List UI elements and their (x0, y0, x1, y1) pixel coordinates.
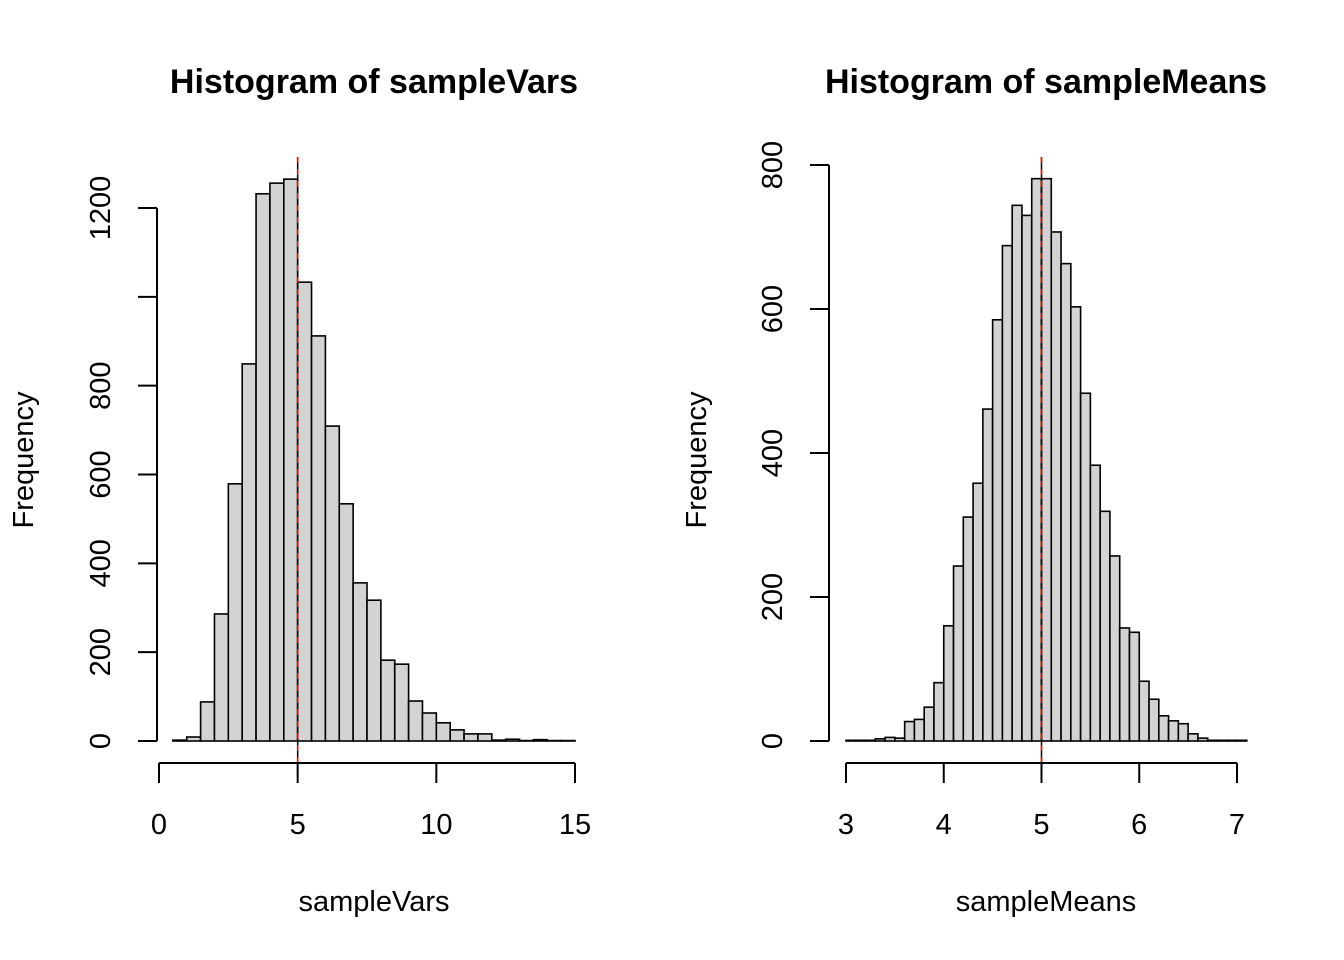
y-tick-label: 400 (85, 539, 117, 587)
y-tick-label: 0 (85, 733, 117, 749)
histogram-bar (324, 425, 341, 742)
histogram-bar (1128, 631, 1141, 742)
histogram-bar (982, 408, 994, 742)
y-axis-label: Frequency (681, 391, 713, 529)
histogram-bar (884, 736, 896, 742)
histogram-bar (407, 700, 424, 742)
y-tick-label: 0 (757, 733, 789, 749)
y-tick-label: 200 (85, 628, 117, 676)
histogram-bar (942, 624, 955, 742)
histogram-bar (393, 663, 410, 742)
histogram-bar (421, 712, 438, 742)
histogram-bar (991, 318, 1004, 742)
x-tick-label: 4 (936, 809, 952, 841)
histogram-bar (1148, 698, 1160, 742)
histogram-bar (1206, 739, 1219, 742)
x-axis-label: sampleMeans (956, 886, 1137, 918)
histogram-bar (199, 701, 216, 742)
histogram-bar (972, 482, 984, 742)
y-tick-label: 600 (85, 450, 117, 498)
histogram-bar (1158, 714, 1170, 742)
y-tick-label: 800 (757, 141, 789, 189)
histogram-bar (1050, 231, 1062, 742)
x-tick-label: 10 (420, 809, 452, 841)
histogram-bar (1089, 464, 1101, 742)
histogram-bar (477, 733, 493, 742)
histogram-bar (1040, 177, 1053, 742)
y-tick-label: 400 (757, 429, 789, 477)
histogram-bar (952, 565, 965, 742)
histogram-bar (338, 503, 354, 742)
histogram-bar (185, 736, 202, 742)
y-tick-label: 600 (757, 285, 789, 333)
x-tick-label: 15 (559, 809, 591, 841)
histogram-bar (490, 739, 507, 742)
histogram-bar (380, 659, 396, 742)
x-tick-label: 5 (1033, 809, 1049, 841)
x-tick-label: 7 (1229, 809, 1245, 841)
histogram-bar (874, 738, 886, 742)
y-axis-label: Frequency (8, 391, 40, 529)
histogram-bar (241, 363, 257, 742)
histogram-bar (504, 738, 521, 742)
histogram-bar (1138, 680, 1150, 742)
histogram-bar (962, 516, 974, 742)
histogram-bar (227, 483, 243, 742)
chart-title: Histogram of sampleVars (170, 63, 578, 101)
x-axis-label: sampleVars (299, 886, 450, 918)
histogram-bar (1216, 739, 1229, 742)
histogram-bar (352, 582, 368, 742)
histogram-panel-1: Histogram of sampleVars 0 200 400 600 800 1200… (8, 63, 591, 918)
y-tick-label: 200 (757, 573, 789, 621)
histogram-bar (1060, 262, 1072, 742)
x-tick-label: 3 (838, 809, 854, 841)
histogram-bar (1118, 627, 1131, 742)
x-tick-label: 6 (1131, 809, 1147, 841)
x-tick-label: 5 (290, 809, 306, 841)
chart-title: Histogram of sampleMeans (825, 63, 1267, 101)
histogram-bar (296, 281, 313, 742)
histogram-bar (933, 681, 945, 742)
histogram-bar (1177, 722, 1189, 742)
histogram-bar (1099, 510, 1111, 742)
histogram-bar (1236, 739, 1248, 742)
histogram-bar (854, 739, 867, 742)
histogram-bar (282, 178, 299, 742)
y-tick-label: 1200 (85, 176, 117, 241)
histogram-bar (1070, 306, 1082, 742)
histogram-bar (1167, 720, 1180, 742)
histogram-bar (269, 182, 285, 742)
histogram-bar (1187, 732, 1199, 742)
histogram-bar (1079, 392, 1092, 742)
histogram-bar (310, 335, 327, 742)
histogram-bar (1030, 177, 1043, 742)
histogram-bar (435, 721, 452, 742)
y-tick-label: 800 (85, 361, 117, 409)
histogram-bar (1226, 739, 1238, 742)
histogram-bar (366, 599, 382, 742)
histogram-bar (213, 613, 230, 742)
histogram-bar (172, 739, 188, 742)
histogram-bar (1197, 737, 1209, 742)
histogram-bar (255, 192, 271, 742)
histogram-bar (894, 737, 906, 742)
histogram-bar (1011, 204, 1023, 742)
histogram-bar (1109, 555, 1121, 742)
histogram-bar (864, 739, 877, 742)
histogram-bar (923, 706, 935, 742)
histogram-bar (449, 729, 465, 742)
histogram-bar (532, 738, 549, 742)
histogram-bar (913, 718, 925, 742)
histogram-bar (845, 739, 857, 742)
histogram-bar (903, 720, 916, 742)
histogram-bar (463, 733, 479, 742)
histogram-bar (1021, 214, 1033, 742)
x-tick-label: 0 (151, 809, 167, 841)
histogram-panel-2: Histogram of sampleMeans 0 200 400 600 800 3 4 5… (681, 63, 1267, 918)
histogram-bar (1001, 244, 1013, 742)
